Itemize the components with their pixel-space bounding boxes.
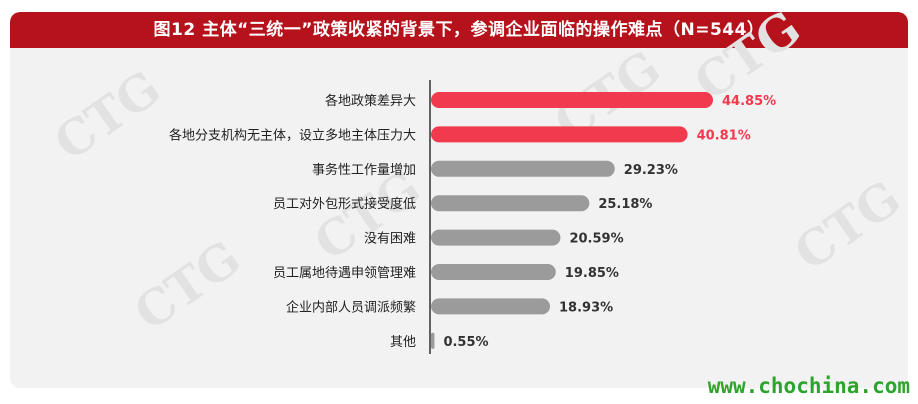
category-label-7: 企业内部人员调派频繁 [286, 299, 416, 315]
value-label-3: 29.23% [624, 163, 678, 178]
bar-5 [431, 229, 561, 246]
category-label-4: 员工对外包形式接受度低 [273, 196, 416, 212]
category-label-1: 各地政策差异大 [325, 93, 416, 109]
category-label-5: 没有困难 [364, 232, 416, 247]
watermark-text: CTG [45, 60, 171, 172]
value-label-5: 20.59% [569, 232, 623, 247]
watermark-text: CTG [125, 230, 251, 342]
category-label-8: 其他 [390, 335, 416, 350]
bar-4 [431, 195, 590, 212]
value-label-4: 25.18% [598, 197, 652, 212]
value-label-8: 0.55% [443, 335, 488, 350]
bar-7 [431, 298, 551, 315]
category-label-3: 事务性工作量增加 [312, 162, 416, 178]
bar-6 [431, 264, 556, 280]
category-label-6: 员工属地待遇申领管理难 [273, 266, 416, 281]
value-label-7: 18.93% [559, 300, 613, 315]
watermark-text: CTG [785, 170, 908, 282]
footer-url[interactable]: www.chochina.com [707, 374, 910, 398]
bar-2 [431, 126, 688, 143]
bar-1 [431, 92, 713, 108]
bar-3 [431, 160, 615, 177]
value-label-1: 44.85% [722, 94, 776, 109]
chart-title: 图12 主体“三统一”政策收紧的背景下，参调企业面临的操作难点（N=544） [153, 20, 765, 40]
bar-8 [431, 332, 435, 349]
category-label-2: 各地分支机构无主体，设立多地主体压力大 [169, 127, 416, 143]
chart-card: 图12 主体“三统一”政策收紧的背景下，参调企业面临的操作难点（N=544） C… [10, 12, 908, 388]
title-bar [10, 12, 908, 48]
value-label-6: 19.85% [565, 266, 619, 281]
value-label-2: 40.81% [697, 128, 751, 143]
